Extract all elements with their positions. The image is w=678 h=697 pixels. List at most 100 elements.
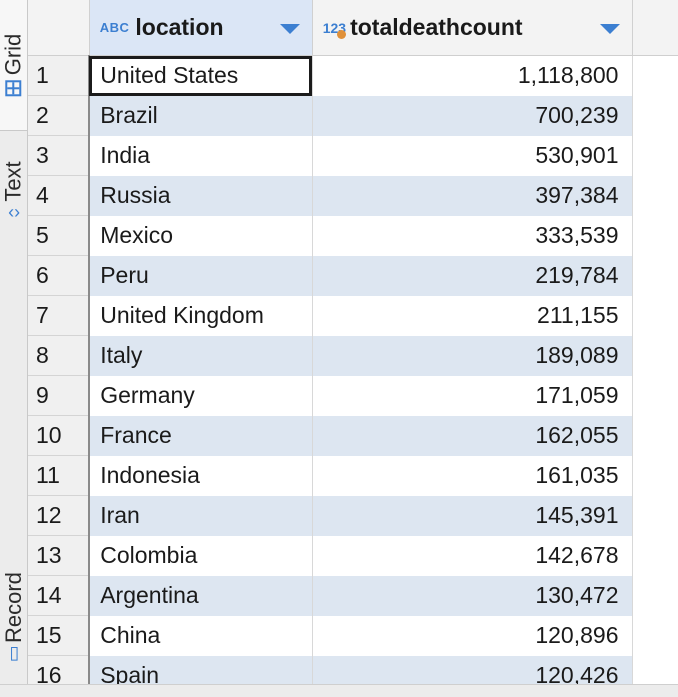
row-number[interactable]: 15 [28, 615, 91, 656]
cell-location[interactable]: Russia [89, 175, 313, 216]
table-row[interactable]: 14 Argentina 130,472 [28, 575, 678, 616]
row-number[interactable]: 10 [28, 415, 91, 456]
cell-totaldeathcount[interactable]: 700,239 [312, 95, 634, 136]
grid-icon [5, 80, 22, 97]
cell-location[interactable]: Argentina [89, 575, 313, 616]
column-header-location[interactable]: ABC location [89, 0, 313, 56]
table-row[interactable]: 15 China 120,896 [28, 615, 678, 656]
cell-totaldeathcount[interactable]: 161,035 [312, 455, 634, 496]
column-name-totaldeathcount: totaldeathcount [350, 14, 523, 40]
table-row[interactable]: 10 France 162,055 [28, 415, 678, 456]
tab-record-label: Record [0, 572, 26, 644]
record-icon: ▯ [8, 642, 19, 663]
table-row[interactable]: 11 Indonesia 161,035 [28, 455, 678, 496]
tab-text-label: Text [0, 161, 26, 202]
row-filler [632, 215, 678, 256]
cell-totaldeathcount[interactable]: 162,055 [312, 415, 634, 456]
cell-location[interactable]: China [89, 615, 313, 656]
chevron-down-icon[interactable] [600, 24, 621, 34]
table-row[interactable]: 13 Colombia 142,678 [28, 535, 678, 576]
cell-totaldeathcount[interactable]: 130,472 [312, 575, 634, 616]
tab-text[interactable]: ‹› Text [0, 130, 27, 250]
row-filler [632, 455, 678, 496]
table-row[interactable]: 1 United States 1,118,800 [28, 55, 678, 96]
table-row[interactable]: 4 Russia 397,384 [28, 175, 678, 216]
cell-totaldeathcount[interactable]: 142,678 [312, 535, 634, 576]
row-number[interactable]: 5 [28, 215, 91, 256]
cell-location[interactable]: United States [89, 55, 313, 96]
row-filler [632, 415, 678, 456]
row-filler [632, 575, 678, 616]
row-filler [632, 615, 678, 656]
cell-location[interactable]: United Kingdom [89, 295, 313, 336]
cell-location[interactable]: India [89, 135, 313, 176]
table-row[interactable]: 16 Spain 120,426 [28, 655, 678, 684]
cell-totaldeathcount[interactable]: 120,426 [312, 655, 634, 684]
row-number-header[interactable] [28, 0, 90, 56]
row-filler [632, 655, 678, 684]
table-row[interactable]: 7 United Kingdom 211,155 [28, 295, 678, 336]
table-row[interactable]: 8 Italy 189,089 [28, 335, 678, 376]
row-number[interactable]: 13 [28, 535, 91, 576]
cell-location[interactable]: Italy [89, 335, 313, 376]
row-number[interactable]: 6 [28, 255, 91, 296]
cell-location[interactable]: France [89, 415, 313, 456]
cell-totaldeathcount[interactable]: 189,089 [312, 335, 634, 376]
cell-totaldeathcount[interactable]: 333,539 [312, 215, 634, 256]
cell-totaldeathcount[interactable]: 120,896 [312, 615, 634, 656]
cell-totaldeathcount[interactable]: 145,391 [312, 495, 634, 536]
cell-location[interactable]: Colombia [89, 535, 313, 576]
row-number[interactable]: 11 [28, 455, 91, 496]
cell-location[interactable]: Iran [89, 495, 313, 536]
cell-totaldeathcount[interactable]: 211,155 [312, 295, 634, 336]
row-number[interactable]: 4 [28, 175, 91, 216]
row-number[interactable]: 12 [28, 495, 91, 536]
results-table: ABC location 123 totaldeathcount 1 United… [28, 0, 678, 684]
cell-totaldeathcount[interactable]: 530,901 [312, 135, 634, 176]
number-type-icon: 123 [323, 20, 346, 39]
row-number[interactable]: 1 [28, 55, 91, 96]
cell-location[interactable]: Brazil [89, 95, 313, 136]
bottom-toolbar [0, 684, 678, 697]
row-filler [632, 175, 678, 216]
cell-totaldeathcount[interactable]: 1,118,800 [312, 55, 634, 96]
row-filler [632, 495, 678, 536]
row-number[interactable]: 14 [28, 575, 91, 616]
cell-location[interactable]: Mexico [89, 215, 313, 256]
row-number[interactable]: 16 [28, 655, 91, 684]
header-filler [632, 0, 678, 56]
row-filler [632, 255, 678, 296]
table-row[interactable]: 2 Brazil 700,239 [28, 95, 678, 136]
row-filler [632, 55, 678, 96]
row-number[interactable]: 2 [28, 95, 91, 136]
cell-totaldeathcount[interactable]: 171,059 [312, 375, 634, 416]
table-row[interactable]: 12 Iran 145,391 [28, 495, 678, 536]
cell-totaldeathcount[interactable]: 397,384 [312, 175, 634, 216]
table-row[interactable]: 9 Germany 171,059 [28, 375, 678, 416]
cell-totaldeathcount[interactable]: 219,784 [312, 255, 634, 296]
table-row[interactable]: 5 Mexico 333,539 [28, 215, 678, 256]
row-filler [632, 95, 678, 136]
row-number[interactable]: 7 [28, 295, 91, 336]
table-row[interactable]: 3 India 530,901 [28, 135, 678, 176]
tab-grid-label: Grid [0, 33, 26, 76]
row-filler [632, 535, 678, 576]
tab-grid[interactable]: Grid [0, 0, 27, 131]
row-filler [632, 135, 678, 176]
tab-record[interactable]: ▯ Record [0, 540, 27, 690]
cell-location[interactable]: Peru [89, 255, 313, 296]
cell-location[interactable]: Spain [89, 655, 313, 684]
results-grid[interactable]: ABC location 123 totaldeathcount 1 United… [28, 0, 678, 684]
text-type-icon: ABC [99, 20, 130, 35]
side-tab-strip: Grid ‹› Text ▯ Record [0, 0, 28, 696]
cell-location[interactable]: Germany [89, 375, 313, 416]
row-number[interactable]: 8 [28, 335, 91, 376]
chevron-down-icon[interactable] [279, 24, 300, 34]
cell-location[interactable]: Indonesia [89, 455, 313, 496]
row-filler [632, 335, 678, 376]
row-number[interactable]: 3 [28, 135, 91, 176]
row-number[interactable]: 9 [28, 375, 91, 416]
column-header-totaldeathcount[interactable]: 123 totaldeathcount [312, 0, 634, 56]
row-filler [632, 375, 678, 416]
table-row[interactable]: 6 Peru 219,784 [28, 255, 678, 296]
